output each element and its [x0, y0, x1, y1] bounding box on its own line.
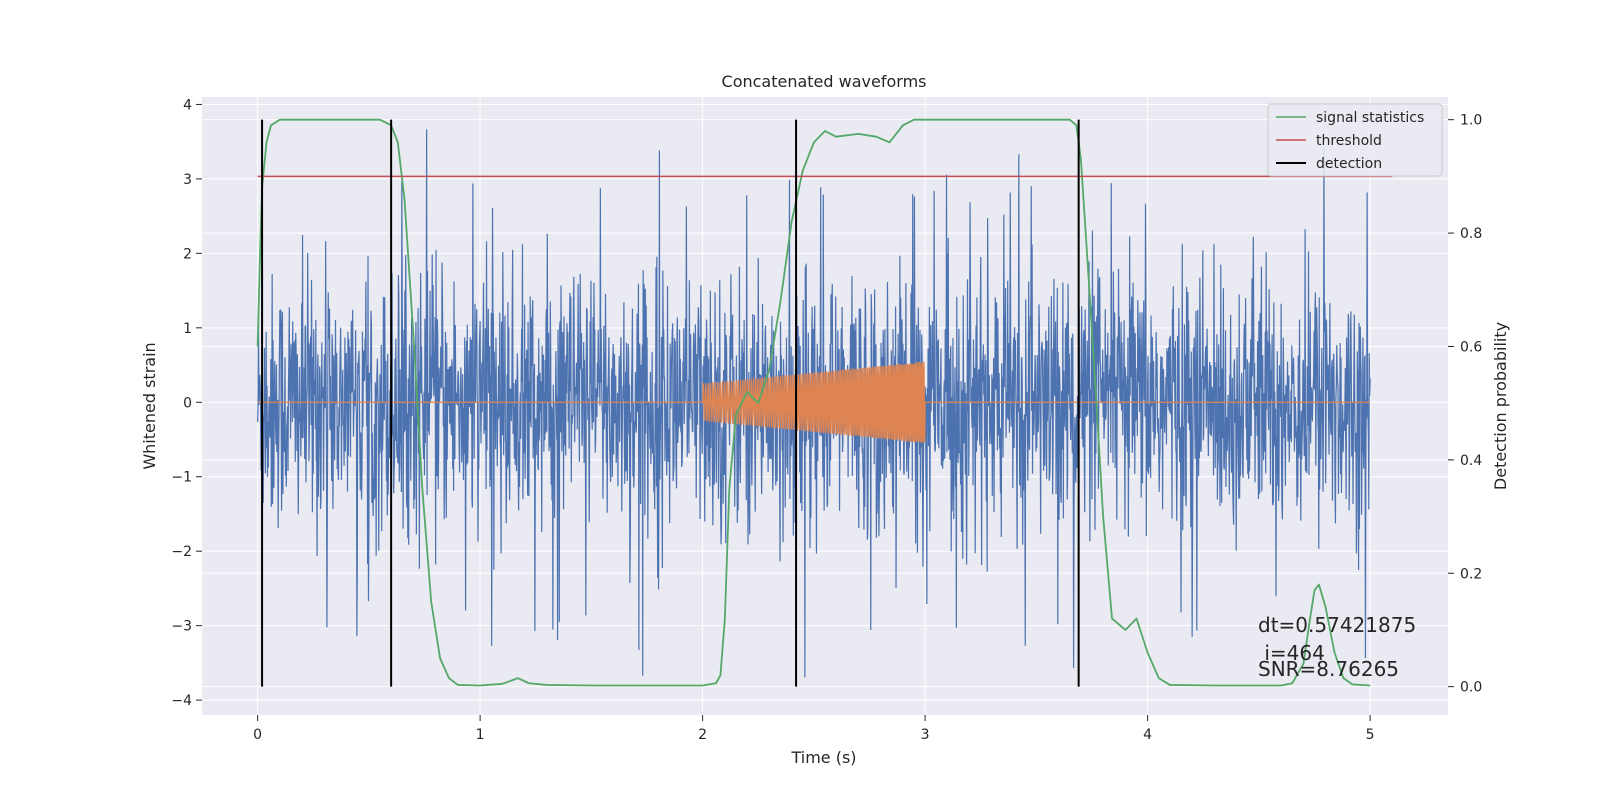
legend-label-threshold: threshold	[1316, 133, 1382, 149]
tick-label-left: 3	[183, 172, 192, 188]
tick-label-left: 4	[183, 97, 192, 113]
annotation-index: i=464	[1258, 641, 1325, 665]
tick-label-left: −1	[171, 470, 192, 486]
tick-label-left: −3	[171, 619, 192, 635]
tick-label-x: 3	[921, 727, 930, 743]
chart-title: Concatenated waveforms	[722, 72, 927, 91]
tick-label-left: −4	[171, 693, 192, 709]
tick-label-right: 1.0	[1460, 113, 1482, 129]
legend-label-statistics: signal statistics	[1316, 110, 1424, 126]
chirp-line	[257, 361, 1371, 443]
annotation-dt: dt=0.57421875	[1258, 613, 1416, 637]
chirp-series	[257, 361, 1371, 443]
grid	[202, 97, 1448, 715]
tick-label-x: 4	[1143, 727, 1152, 743]
tick-label-right: 0.6	[1460, 339, 1482, 355]
tick-label-x: 0	[253, 727, 262, 743]
x-axis-ticks: 0 1 2 3 4 5	[253, 715, 1375, 743]
right-axis-series	[256, 118, 1393, 687]
y-axis-label-right: Detection probability	[1491, 322, 1510, 490]
tick-label-right: 0.2	[1460, 566, 1482, 582]
legend: signal statistics threshold detection	[1267, 103, 1443, 177]
tick-label-left: 0	[183, 395, 192, 411]
tick-label-right: 0.4	[1460, 453, 1482, 469]
left-axis-ticks: −4 −3 −2 −1 0 1 2 3 4	[171, 97, 202, 709]
tick-label-right: 0.8	[1460, 226, 1482, 242]
y-axis-label-left: Whitened strain	[140, 342, 159, 469]
legend-frame	[1267, 103, 1443, 177]
annotation-snr: SNR=8.76265	[1258, 657, 1399, 681]
tick-label-x: 2	[698, 727, 707, 743]
x-axis-label: Time (s)	[790, 748, 856, 767]
signal-statistics-line	[256, 118, 1371, 687]
tick-label-x: 5	[1366, 727, 1375, 743]
tick-label-left: 2	[183, 246, 192, 262]
legend-label-detection: detection	[1316, 156, 1382, 172]
tick-label-right: 0.0	[1460, 680, 1482, 696]
tick-label-left: −2	[171, 544, 192, 560]
right-axis-ticks: 0.0 0.2 0.4 0.6 0.8 1.0	[1448, 113, 1482, 696]
tick-label-x: 1	[476, 727, 485, 743]
tick-label-left: 1	[183, 321, 192, 337]
